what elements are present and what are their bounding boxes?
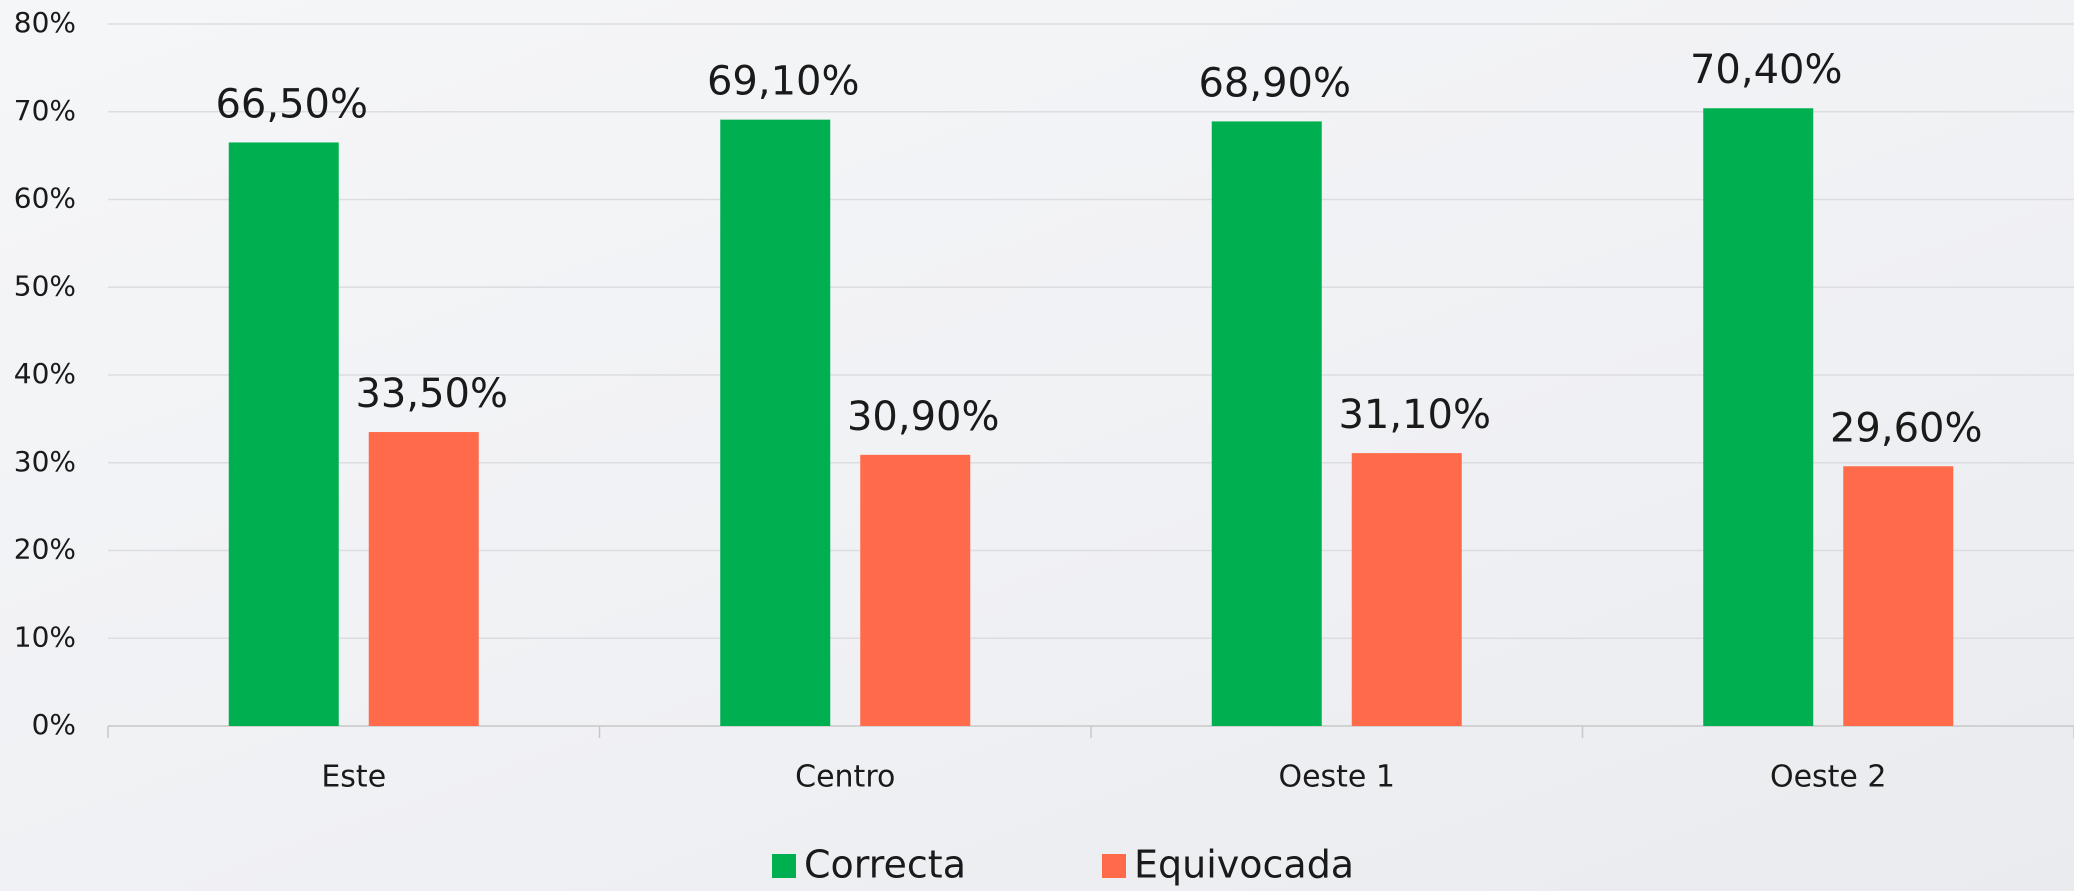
- bar: [720, 119, 831, 726]
- x-tick-label: Este: [321, 760, 386, 795]
- legend-label: Correcta: [804, 843, 966, 887]
- legend-swatch: [772, 854, 796, 878]
- x-tick-label: Centro: [795, 760, 895, 795]
- bar: [1703, 108, 1814, 727]
- data-label: 69,10%: [707, 59, 860, 105]
- y-tick-label: 80%: [14, 6, 76, 39]
- y-tick-label: 0%: [32, 708, 76, 741]
- y-tick-label: 30%: [14, 445, 76, 478]
- legend-label: Equivocada: [1134, 843, 1354, 887]
- x-tick-label: Oeste 2: [1770, 760, 1887, 795]
- data-label: 70,40%: [1690, 47, 1843, 93]
- bar: [1351, 453, 1462, 726]
- y-tick-label: 10%: [14, 620, 76, 653]
- data-label: 31,10%: [1338, 392, 1491, 438]
- bar: [1843, 466, 1954, 726]
- data-label: 30,90%: [847, 394, 1000, 440]
- legend-swatch: [1102, 854, 1126, 878]
- data-label: 66,50%: [215, 81, 368, 127]
- bar: [860, 454, 971, 726]
- data-label: 68,90%: [1198, 60, 1351, 106]
- y-tick-label: 50%: [14, 269, 76, 302]
- y-tick-label: 60%: [14, 182, 76, 215]
- bar: [228, 142, 339, 726]
- y-tick-label: 70%: [14, 94, 76, 127]
- data-label: 29,60%: [1830, 405, 1983, 451]
- y-tick-label: 40%: [14, 357, 76, 390]
- bar: [1211, 121, 1322, 727]
- x-tick-label: Oeste 1: [1278, 760, 1395, 795]
- y-tick-label: 20%: [14, 533, 76, 566]
- bar: [368, 432, 479, 726]
- data-label: 33,50%: [355, 371, 508, 417]
